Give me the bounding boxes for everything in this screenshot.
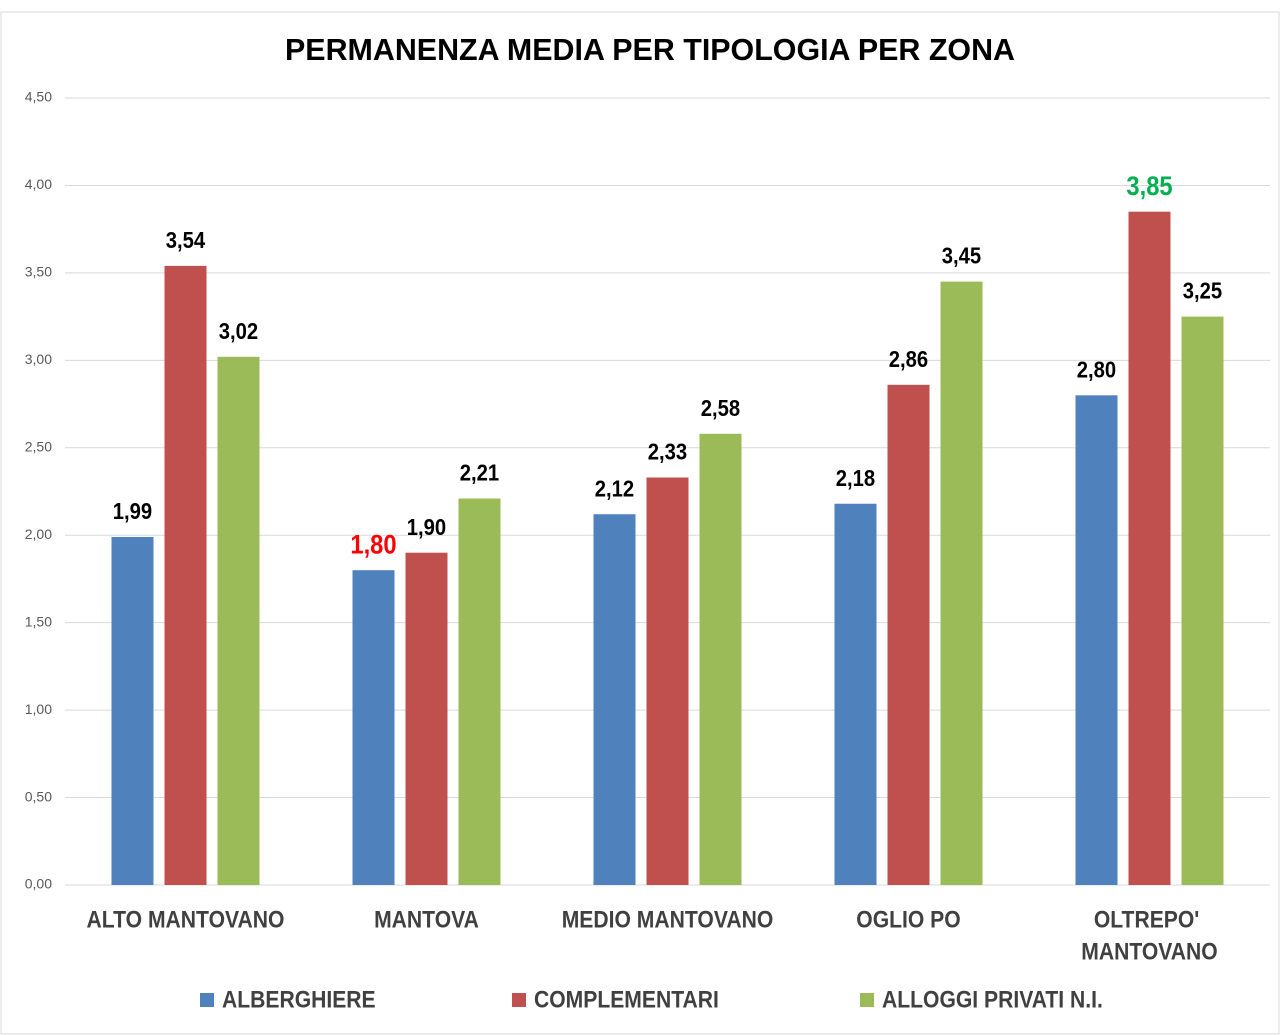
- bar: [217, 356, 260, 885]
- x-tick-label: OLTREPO' MANTOVANO: [1081, 906, 1217, 965]
- value-label: 3,45: [942, 242, 981, 269]
- y-tick-label: 2,00: [25, 526, 52, 542]
- value-label: 2,80: [1077, 356, 1116, 383]
- value-label: 2,12: [595, 475, 634, 502]
- bar: [887, 384, 930, 885]
- y-tick-label: 1,50: [25, 613, 52, 629]
- bar: [1181, 316, 1224, 886]
- bar: [593, 514, 636, 885]
- bar: [405, 552, 448, 885]
- legend-label: COMPLEMENTARI: [534, 986, 719, 1013]
- value-label: 1,80: [350, 530, 396, 560]
- y-tick-label: 4,00: [25, 176, 52, 192]
- chart-title: PERMANENZA MEDIA PER TIPOLOGIA PER ZONA: [285, 32, 1015, 67]
- bar: [699, 433, 742, 885]
- bar: [111, 536, 154, 885]
- value-label: 3,25: [1183, 277, 1222, 304]
- bar: [164, 265, 207, 886]
- x-tick-label: OGLIO PO: [856, 906, 960, 933]
- bar: [352, 570, 395, 885]
- x-tick-label: ALTO MANTOVANO: [87, 906, 285, 933]
- y-tick-label: 1,00: [25, 701, 52, 717]
- value-label: 2,33: [648, 438, 687, 465]
- value-label: 2,21: [460, 459, 499, 486]
- y-tick-label: 2,50: [25, 438, 52, 454]
- value-label: 3,85: [1126, 171, 1172, 201]
- legend-swatch: [200, 993, 214, 1007]
- bar: [646, 477, 689, 885]
- value-label: 2,18: [836, 465, 875, 492]
- value-label: 2,58: [701, 395, 740, 422]
- bar: [1075, 395, 1118, 885]
- legend-swatch: [512, 993, 526, 1007]
- chart-border: [0, 11, 1280, 1035]
- y-tick-label: 0,50: [25, 788, 52, 804]
- legend-label: ALBERGHIERE: [222, 986, 376, 1013]
- bar: [1128, 211, 1171, 885]
- value-label: 1,99: [113, 498, 152, 525]
- y-tick-label: 4,50: [25, 89, 52, 105]
- x-tick-label: MANTOVA: [374, 906, 479, 933]
- bar: [834, 503, 877, 885]
- legend-swatch: [860, 993, 874, 1007]
- legend-label: ALLOGGI PRIVATI N.I.: [882, 986, 1103, 1013]
- value-label: 2,86: [889, 346, 928, 373]
- y-tick-label: 0,00: [25, 876, 52, 892]
- x-tick-label: MEDIO MANTOVANO: [562, 906, 774, 933]
- y-tick-label: 3,50: [25, 264, 52, 280]
- y-tick-label: 3,00: [25, 351, 52, 367]
- bar: [940, 281, 983, 886]
- value-label: 3,02: [219, 318, 258, 345]
- value-label: 1,90: [407, 514, 446, 541]
- value-label: 3,54: [166, 227, 205, 254]
- bar: [458, 498, 501, 885]
